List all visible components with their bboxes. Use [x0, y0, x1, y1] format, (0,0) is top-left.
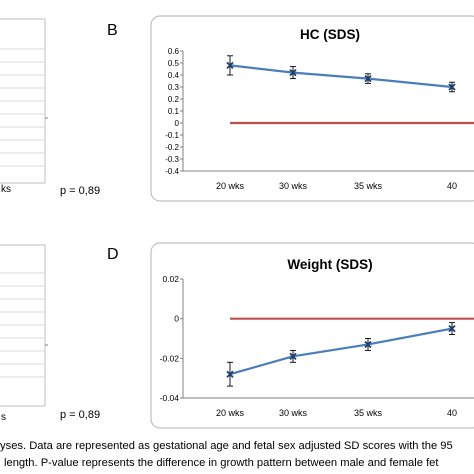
data-point-x-mark: [289, 352, 297, 360]
caption-line-2: length. P-value represents the differenc…: [4, 457, 439, 469]
chart-title: HC (SDS): [300, 27, 360, 42]
y-tick-label: -0.02: [160, 353, 180, 363]
x-tick-label: 40: [447, 408, 457, 418]
x-tick-label: 20 wks: [216, 408, 245, 418]
left-bottom-partial-tick-label: s: [1, 412, 6, 423]
data-point-marker: [448, 324, 456, 333]
data-point-marker: [364, 74, 372, 83]
chart-frame: [150, 15, 474, 202]
data-point-marker: [226, 61, 234, 70]
y-tick-label: 0.2: [168, 95, 180, 104]
data-point-x-mark: [364, 74, 372, 83]
left-bottom-gridlines: [0, 272, 45, 378]
data-point-marker: [448, 83, 456, 91]
x-tick-label: 35 wks: [354, 408, 383, 418]
x-tick-label: 20 wks: [216, 181, 245, 191]
data-point-marker: [289, 68, 297, 77]
data-point-x-mark: [226, 61, 234, 70]
y-tick-label: -0.1: [165, 131, 179, 140]
data-point-x-mark: [289, 68, 297, 77]
data-point-marker: [364, 340, 372, 349]
y-tick-label: 0.3: [168, 83, 180, 92]
y-tick-label: -0.2: [165, 143, 179, 152]
y-tick-label: -0.3: [165, 155, 179, 164]
y-tick-label: 0.4: [168, 71, 180, 80]
y-tick-label: 0.1: [168, 107, 180, 116]
y-tick-label: 0: [175, 119, 180, 128]
data-point-x-mark: [448, 324, 456, 333]
y-tick-label: 0.02: [162, 274, 179, 284]
y-tick-label: 0: [174, 314, 179, 324]
left-top-gridlines: [0, 48, 45, 167]
caption-line-1: yses. Data are represented as gestationa…: [0, 440, 453, 452]
panel-letter-b: B: [107, 22, 118, 39]
y-tick-label: -0.4: [165, 167, 179, 176]
data-point-marker: [289, 352, 297, 360]
x-tick-label: 40: [447, 181, 457, 191]
chart-frame: [150, 242, 474, 429]
x-tick-label: 35 wks: [354, 181, 383, 191]
top-p-value: p = 0,89: [60, 185, 101, 197]
left-top-partial-tick-label: ks: [1, 184, 11, 195]
series-line: [229, 64, 453, 89]
panel-letter-d: D: [107, 246, 119, 263]
data-point-marker: [226, 370, 234, 378]
y-tick-label: 0.5: [168, 59, 180, 68]
series-line: [229, 327, 453, 376]
data-point-x-mark: [226, 370, 234, 378]
y-tick-label: -0.04: [160, 393, 180, 403]
x-tick-label: 30 wks: [279, 408, 308, 418]
bottom-p-value: p = 0,89: [60, 409, 101, 421]
data-point-x-mark: [364, 340, 372, 349]
chart-title: Weight (SDS): [287, 257, 372, 272]
x-tick-label: 30 wks: [279, 181, 308, 191]
data-point-x-mark: [448, 83, 456, 91]
y-tick-label: 0.6: [168, 47, 180, 56]
